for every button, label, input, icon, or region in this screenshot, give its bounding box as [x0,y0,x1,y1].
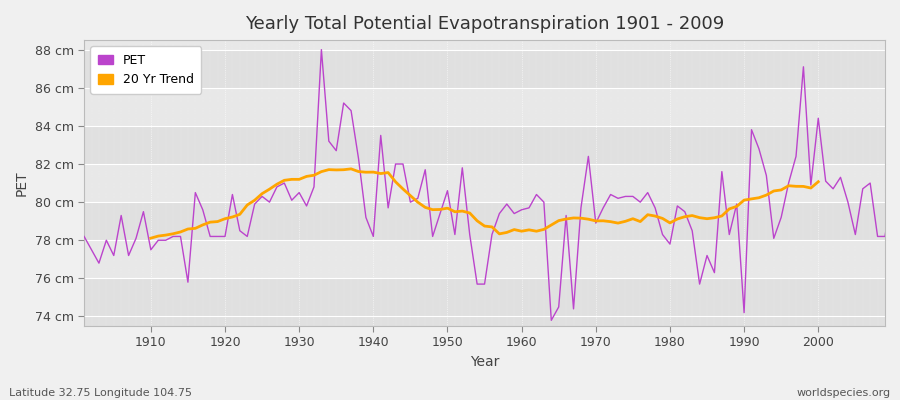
Title: Yearly Total Potential Evapotranspiration 1901 - 2009: Yearly Total Potential Evapotranspiratio… [245,15,724,33]
X-axis label: Year: Year [470,355,500,369]
Bar [84,88,885,126]
20 Yr Trend [346,166,356,171]
Bar [84,202,885,240]
20 Yr Trend [813,179,824,184]
PET [457,166,468,170]
Text: Latitude 32.75 Longitude 104.75: Latitude 32.75 Longitude 104.75 [9,388,192,398]
20 Yr Trend [316,169,327,174]
Bar [84,278,885,316]
Bar [84,50,885,88]
20 Yr Trend [227,214,238,219]
Legend: PET, 20 Yr Trend: PET, 20 Yr Trend [90,46,202,94]
20 Yr Trend [146,236,157,240]
PET [479,282,490,286]
Bar [84,316,885,326]
20 Yr Trend [302,174,312,179]
PET [879,234,890,239]
PET [323,139,334,144]
PET [316,47,327,52]
PET [546,318,557,323]
Line: PET: PET [84,50,893,320]
PET [78,234,89,239]
Bar [84,126,885,164]
PET [887,184,898,189]
20 Yr Trend [798,184,809,189]
Bar [84,164,885,202]
Bar [84,240,885,278]
20 Yr Trend [806,186,816,190]
PET [850,232,860,237]
Line: 20 Yr Trend: 20 Yr Trend [151,169,818,238]
Bar [84,40,885,50]
20 Yr Trend [716,214,727,218]
Text: worldspecies.org: worldspecies.org [796,388,891,398]
PET [664,242,675,246]
Y-axis label: PET: PET [15,170,29,196]
